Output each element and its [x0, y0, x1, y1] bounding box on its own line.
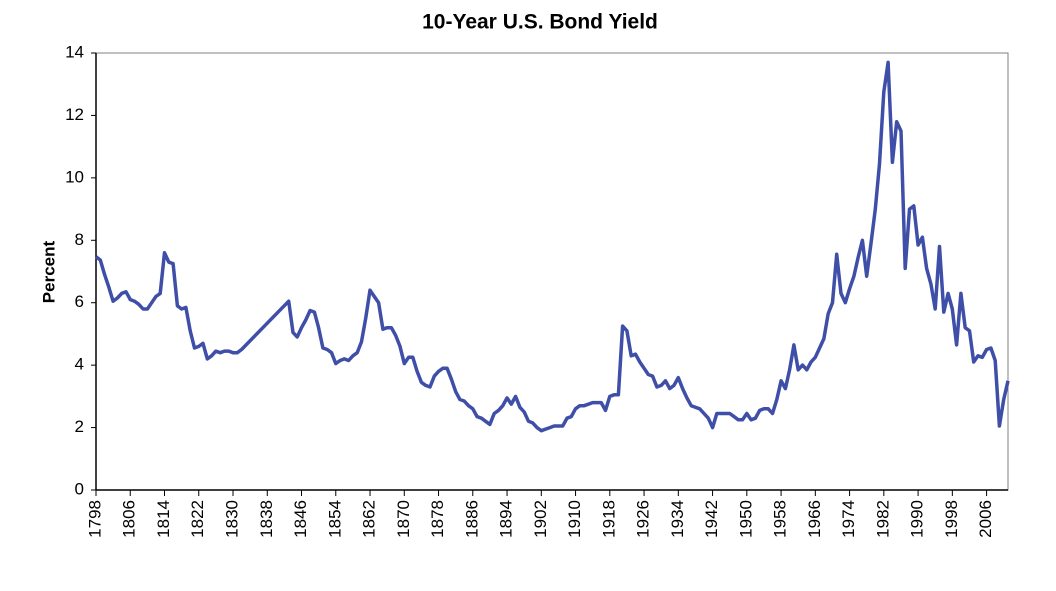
y-tick-label: 14 — [65, 42, 84, 61]
x-tick-label: 1974 — [839, 500, 858, 538]
x-tick-label: 1998 — [942, 500, 961, 538]
x-tick-label: 1942 — [702, 500, 721, 538]
y-tick-label: 6 — [75, 292, 84, 311]
x-tick-label: 1870 — [394, 500, 413, 538]
x-tick-label: 1854 — [325, 500, 344, 538]
y-tick-label: 12 — [65, 105, 84, 124]
data-line — [94, 60, 1010, 433]
x-tick-label: 1934 — [668, 500, 687, 538]
x-tick-label: 1822 — [188, 500, 207, 538]
x-tick-label: 1966 — [805, 500, 824, 538]
x-tick-label: 1806 — [120, 500, 139, 538]
x-tick-label: 1846 — [291, 500, 310, 538]
x-tick-label: 1894 — [497, 500, 516, 538]
x-tick-label: 1798 — [85, 500, 104, 538]
x-tick-label: 1838 — [257, 500, 276, 538]
y-tick-label: 10 — [65, 167, 84, 186]
x-tick-label: 1950 — [736, 500, 755, 538]
x-tick-label: 1886 — [462, 500, 481, 538]
x-tick-label: 1958 — [771, 500, 790, 538]
x-tick-label: 1918 — [599, 500, 618, 538]
y-tick-label: 8 — [75, 230, 84, 249]
x-tick-label: 1814 — [154, 500, 173, 538]
plot-frame — [95, 52, 1009, 491]
chart-title: 10-Year U.S. Bond Yield — [422, 11, 658, 34]
x-tick-label: 1878 — [428, 500, 447, 538]
x-tick-label: 1982 — [873, 500, 892, 538]
x-tick-label: 2006 — [976, 500, 995, 538]
y-tick-label: 4 — [75, 355, 84, 374]
x-tick-label: 1902 — [531, 500, 550, 538]
y-tick-label: 2 — [75, 417, 84, 436]
x-tick-label: 1910 — [565, 500, 584, 538]
y-axis-label: Percent — [39, 240, 58, 303]
x-tick-label: 1990 — [908, 500, 927, 538]
x-tick-label: 1862 — [360, 500, 379, 538]
x-tick-label: 1830 — [222, 500, 241, 538]
x-tick-label: 1926 — [634, 500, 653, 538]
y-tick-label: 0 — [75, 479, 84, 498]
